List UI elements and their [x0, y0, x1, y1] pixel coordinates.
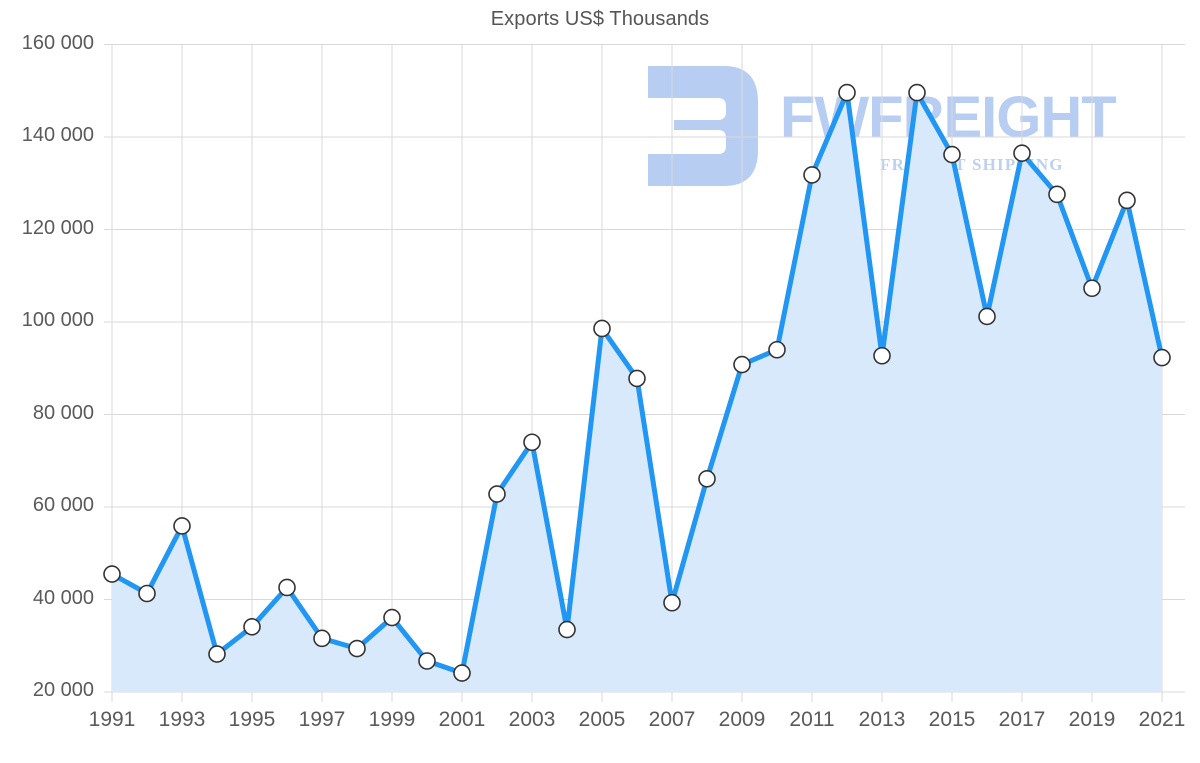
x-axis-tick-label: 1997 [298, 708, 346, 731]
x-axis-tick-label: 2013 [858, 708, 906, 731]
data-point-marker[interactable] [908, 83, 926, 102]
x-axis-tick-label: 2015 [928, 708, 976, 731]
x-axis-tick-label: 2009 [718, 708, 766, 731]
chart-title: Exports US$ Thousands [490, 8, 710, 30]
data-point-marker[interactable] [733, 355, 751, 374]
data-point-marker[interactable] [453, 664, 471, 682]
y-axis-tick-label: 20 000 [32, 679, 94, 701]
x-axis-tick-label: 1993 [158, 708, 206, 731]
data-point-marker[interactable] [348, 639, 366, 658]
data-point-marker[interactable] [698, 469, 716, 488]
data-point-marker[interactable] [803, 166, 821, 184]
y-axis-tick-label: 80 000 [32, 401, 94, 424]
data-point-marker[interactable] [488, 485, 506, 503]
data-point-marker[interactable] [873, 346, 891, 365]
data-point-marker[interactable] [628, 369, 646, 388]
data-point-marker[interactable] [173, 517, 191, 535]
data-point-markers [103, 83, 1171, 682]
x-axis-tick-label: 2019 [1068, 708, 1116, 731]
y-axis-tick-label: 120 000 [21, 216, 94, 239]
data-point-marker[interactable] [313, 629, 331, 648]
x-axis-tick-label: 2011 [789, 708, 835, 731]
data-point-marker[interactable] [1118, 191, 1136, 210]
x-axis-tick-label: 2003 [508, 708, 556, 731]
data-point-marker[interactable] [523, 433, 541, 452]
x-axis-tick-label: 1995 [228, 708, 276, 731]
data-point-marker[interactable] [593, 319, 611, 338]
data-point-marker[interactable] [418, 652, 436, 670]
data-point-marker[interactable] [768, 340, 786, 359]
data-point-marker[interactable] [943, 145, 961, 164]
x-axis-tick-label: 2007 [648, 708, 696, 731]
x-axis-tick-label: 2017 [998, 708, 1046, 731]
data-point-marker[interactable] [278, 578, 296, 597]
data-point-marker[interactable] [558, 620, 576, 639]
data-point-marker[interactable] [663, 593, 681, 612]
y-axis-tick-label: 140 000 [21, 124, 94, 146]
data-point-marker[interactable] [978, 307, 996, 326]
data-point-marker[interactable] [243, 617, 261, 636]
data-point-marker[interactable] [1153, 348, 1171, 367]
data-point-marker[interactable] [383, 608, 401, 627]
data-point-marker[interactable] [1048, 185, 1066, 204]
data-point-marker[interactable] [838, 83, 856, 102]
data-point-marker[interactable] [103, 565, 121, 583]
y-axis-tick-label: 60 000 [32, 494, 94, 516]
x-axis-tick-label: 2005 [578, 708, 626, 731]
y-axis-tick-label: 40 000 [32, 586, 94, 609]
data-point-marker[interactable] [208, 645, 226, 663]
x-axis-tick-label: 2001 [438, 708, 486, 731]
data-point-marker[interactable] [1083, 279, 1101, 298]
x-axis-tick-label: 1999 [368, 708, 416, 731]
x-axis-tick-label: 2021 [1138, 708, 1186, 731]
data-point-marker[interactable] [1013, 144, 1031, 162]
x-axis-tick-label: 1991 [88, 708, 136, 731]
data-point-marker[interactable] [138, 584, 156, 603]
y-axis-tick-label: 160 000 [21, 31, 94, 54]
y-axis-tick-label: 100 000 [21, 309, 94, 331]
